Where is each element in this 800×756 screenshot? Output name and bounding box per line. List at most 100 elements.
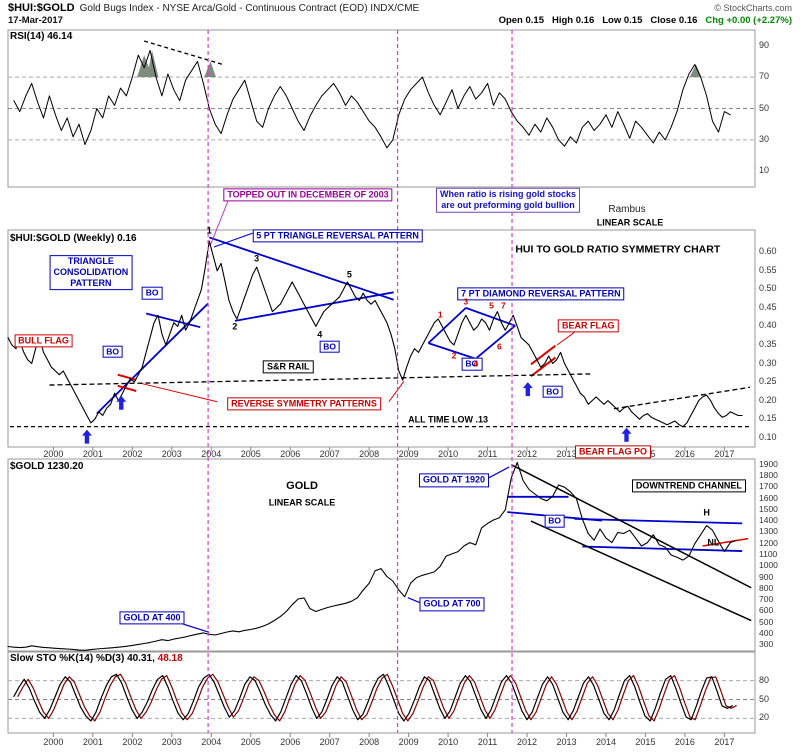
year-label: 2015 (635, 737, 656, 747)
title-part: 48.18 (154, 653, 183, 664)
trendline (485, 466, 510, 481)
diamond-point-4: 4 (473, 358, 479, 369)
ratio-panel-title: $HUI:$GOLD (Weekly) 0.16 (10, 233, 137, 244)
reverse-symmetry-label: REVERSE SYMMETRY PATTERNS (227, 396, 381, 411)
sto-panel-border (7, 651, 756, 734)
sto_k-series (13, 673, 733, 722)
gold-panel-ytick: 1500 (759, 503, 778, 514)
rambus-signature: Rambus (608, 203, 646, 215)
gold-panel-ytick: 900 (759, 571, 774, 582)
trendline (613, 386, 751, 410)
bull-flag-label: BULL FLAG (14, 333, 73, 348)
gold-panel-ytick: 400 (759, 628, 774, 639)
quote-close: Close 0.16 (650, 15, 698, 26)
bo-label: BO (102, 345, 123, 358)
triangle-point-3: 3 (254, 253, 260, 264)
gold-panel-ytick: 1900 (759, 458, 778, 469)
ratio-panel-ytick: 0.40 (759, 320, 777, 331)
rsi-panel-title: RSI(14) 46.14 (10, 31, 72, 42)
title-row: $HUI:$GOLD Gold Bugs Index - NYSE Arca/G… (0, 0, 800, 14)
trendline (117, 373, 137, 381)
gold-panel-ytick: 1100 (759, 549, 778, 559)
gold-panel-ytick: 1000 (759, 560, 778, 571)
bo-label: BO (319, 340, 341, 354)
sto-panel-ytick: 20 (759, 712, 770, 723)
gold-panel-ytick: 800 (759, 582, 774, 593)
year-label: 2007 (319, 449, 340, 459)
bo-label: BO (544, 514, 566, 528)
ratio-panel-ytick: 0.35 (759, 338, 777, 349)
ratio-panel-ytick: 0.55 (759, 264, 777, 275)
year-label: 2007 (319, 737, 340, 747)
diamond-point-6: 6 (497, 341, 502, 352)
ticker-description: Gold Bugs Index - NYSE Arca/Gold - Conti… (79, 3, 420, 14)
ratio-panel-ytick: 0.45 (759, 301, 777, 312)
year-label: 2013 (556, 449, 577, 459)
year-label: 2017 (714, 737, 735, 747)
gold-panel-ytick: 500 (759, 616, 774, 627)
overbought-shade (689, 64, 702, 78)
bo-label: BO (141, 286, 163, 300)
year-label: 2012 (517, 449, 538, 459)
gold-panel-ytick: 300 (759, 639, 774, 650)
trendline (475, 325, 516, 360)
year-label: 2000 (43, 737, 64, 747)
linear-scale-top-label: LINEAR SCALE (596, 217, 664, 228)
year-label: 2006 (280, 449, 301, 459)
ratio-panel-ytick: 0.20 (759, 394, 777, 405)
trendline (574, 517, 743, 525)
gold-panel-ytick: 1700 (759, 481, 778, 492)
year-label: 2003 (161, 449, 182, 459)
five-pt-triangle-label: 5 PT TRIANGLE REVERSAL PATTERN (252, 228, 423, 243)
title-part: 46.14 (47, 31, 73, 42)
year-label: 2017 (714, 449, 735, 459)
ratio-panel-ytick: 0.50 (759, 283, 777, 294)
chart-header: $HUI:$GOLD Gold Bugs Index - NYSE Arca/G… (0, 0, 800, 26)
gold-panel-ytick: 1200 (759, 537, 778, 548)
all-time-low-label: ALL TIME LOW .13 (408, 414, 488, 425)
year-label: 2003 (161, 737, 182, 747)
trendline (209, 236, 394, 301)
bear-flag-label: BEAR FLAG (557, 319, 619, 333)
gold-panel-ytick: 600 (759, 605, 774, 616)
ratio-panel-ytick: 0.30 (759, 357, 777, 368)
ratio-panel-ytick: 0.60 (759, 246, 777, 257)
trendline (465, 307, 516, 327)
rsi-panel-ytick: 30 (759, 133, 770, 144)
gold-1920-label: GOLD AT 1920 (418, 473, 490, 488)
trendline (140, 382, 218, 403)
overbought-shade (204, 61, 217, 78)
quote-high: High 0.16 (551, 15, 595, 26)
title-part: $GOLD (10, 461, 48, 472)
gold-panel-ytick: 700 (759, 594, 774, 605)
year-label: 2008 (359, 449, 380, 459)
ratio-panel-ytick: 0.15 (759, 413, 777, 424)
high-label: H (703, 507, 710, 518)
downtrend-channel-label: DOWNTREND CHANNEL (631, 479, 746, 493)
year-label: 2011 (477, 449, 498, 459)
up-arrow (621, 427, 632, 442)
year-label: 2004 (201, 449, 222, 459)
quote-low: Low 0.15 (602, 15, 643, 26)
year-label: 2014 (595, 737, 616, 747)
year-label: 2012 (517, 737, 538, 747)
quote-open: Open 0.15 (498, 15, 544, 26)
gold-400-label: GOLD AT 400 (119, 611, 185, 625)
trendline (510, 463, 752, 589)
trendline (702, 537, 749, 547)
pointer-line (209, 200, 229, 247)
topped-out-label: TOPPED OUT IN DECEMBER OF 2003 (223, 188, 393, 202)
year-label: 2010 (438, 737, 459, 747)
diamond-point-7: 7 (500, 300, 506, 311)
rsi-series (13, 49, 731, 149)
year-label: 2013 (556, 737, 577, 747)
year-label: 2009 (398, 449, 419, 459)
title-part: 1230.20 (47, 461, 84, 472)
gold-panel-ytick: 1300 (759, 526, 778, 537)
title-part: 40.31, (127, 653, 155, 664)
trendline (530, 520, 752, 622)
ratio-panel-ytick: 0.10 (759, 431, 777, 442)
sr-rail-label: S&R RAIL (262, 359, 314, 374)
bo-label: BO (542, 385, 564, 399)
seven-pt-diamond-label: 7 PT DIAMOND REVERSAL PATTERN (457, 287, 625, 301)
